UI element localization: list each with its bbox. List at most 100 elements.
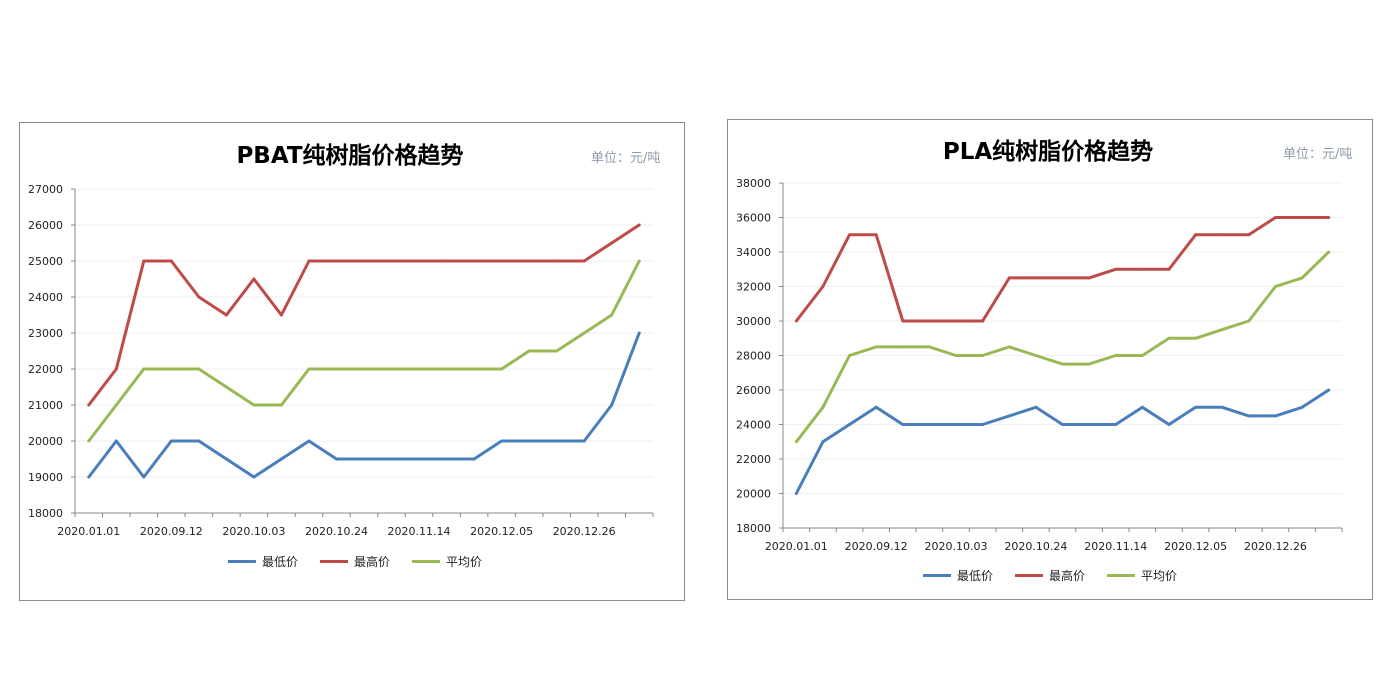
y-tick-label: 25000 (28, 255, 63, 268)
data-point (981, 354, 985, 357)
data-point (582, 259, 586, 263)
pbat-series-最高价 (87, 223, 641, 406)
data-point (1061, 423, 1064, 426)
y-tick-label: 28000 (736, 350, 771, 363)
data-point (927, 345, 931, 349)
data-point (582, 331, 586, 335)
x-tick-label: 2020.12.05 (470, 525, 533, 538)
data-point (362, 367, 366, 371)
x-tick-label: 2020.10.24 (305, 525, 368, 538)
x-tick-label: 2020.10.03 (925, 540, 988, 553)
data-point (1167, 267, 1171, 271)
data-point (445, 259, 449, 263)
legend-label: 最高价 (353, 555, 391, 569)
data-point (1300, 405, 1304, 409)
legend-item-high: 最高价 (1014, 567, 1086, 584)
y-tick-label: 20000 (736, 488, 771, 501)
x-tick-label: 2020.01.01 (765, 540, 828, 553)
data-point (224, 385, 228, 389)
y-tick-label: 19000 (28, 471, 63, 484)
y-tick-label: 23000 (28, 327, 63, 340)
data-point (610, 403, 614, 407)
data-point (555, 259, 559, 263)
data-point (390, 367, 394, 371)
data-point (848, 233, 852, 237)
y-tick-label: 22000 (28, 363, 63, 376)
data-point (981, 319, 985, 323)
data-point (1061, 362, 1064, 366)
y-tick-label: 26000 (28, 219, 63, 232)
data-point (821, 405, 825, 409)
data-point (1007, 345, 1011, 349)
data-point (224, 457, 228, 461)
data-point (279, 403, 283, 407)
data-point (1087, 362, 1091, 366)
data-point (610, 241, 614, 245)
data-point (848, 423, 852, 426)
legend-item-low: 最低价 (227, 553, 298, 570)
data-point (279, 457, 283, 461)
data-point (527, 259, 531, 263)
y-tick-label: 30000 (736, 315, 771, 328)
data-point (445, 457, 449, 461)
data-point (500, 439, 504, 443)
data-point (142, 367, 146, 371)
data-point (472, 259, 476, 263)
legend-label: 最高价 (1048, 569, 1086, 583)
data-point (901, 345, 905, 349)
data-point (582, 439, 586, 443)
data-point (874, 405, 878, 409)
data-point (1273, 216, 1277, 219)
data-point (821, 285, 825, 288)
y-tick-label: 38000 (736, 177, 771, 190)
data-point (114, 367, 118, 371)
legend-swatch (1107, 574, 1136, 577)
data-point (114, 403, 118, 407)
data-point (197, 367, 201, 371)
y-tick-label: 22000 (736, 453, 771, 466)
data-point (527, 349, 531, 353)
pbat-chart-title: PBAT纯树脂价格趋势 (236, 143, 464, 169)
data-point (1327, 250, 1331, 254)
y-tick-label: 24000 (736, 419, 771, 432)
legend-item-low: 最低价 (922, 567, 993, 584)
legend-label: 最低价 (956, 569, 993, 583)
legend-swatch (1014, 574, 1043, 577)
legend-swatch (319, 560, 348, 563)
data-point (981, 423, 985, 426)
data-point (197, 439, 201, 443)
legend-item-high: 最高价 (319, 553, 391, 570)
data-point (1114, 354, 1118, 357)
x-tick-label: 2020.10.03 (222, 525, 285, 538)
x-tick-label: 2020.09.12 (845, 540, 908, 553)
data-point (1247, 414, 1251, 418)
data-point (334, 367, 338, 371)
data-point (334, 457, 338, 461)
data-point (390, 259, 394, 263)
data-point (794, 440, 798, 444)
x-tick-label: 2020.11.14 (1084, 540, 1147, 553)
x-tick-label: 2020.12.26 (1244, 540, 1307, 553)
pla-unit-label: 单位：元/吨 (1283, 147, 1353, 162)
data-point (1194, 233, 1198, 237)
pla-series-最高价 (795, 216, 1329, 323)
y-tick-label: 20000 (28, 435, 63, 448)
data-point (224, 313, 228, 317)
data-point (1220, 233, 1224, 237)
data-point (472, 367, 476, 371)
data-point (1300, 276, 1304, 280)
data-point (307, 439, 311, 443)
data-point (1327, 216, 1331, 219)
data-point (1327, 388, 1331, 392)
data-point (821, 440, 825, 444)
data-point (334, 259, 338, 263)
y-tick-label: 32000 (736, 281, 771, 294)
data-point (500, 367, 504, 371)
data-point (527, 439, 531, 443)
pla-legend: 最低价 最高价 平均价 (922, 567, 1177, 584)
data-point (1247, 233, 1251, 237)
data-point (1087, 276, 1091, 280)
pla-series-最低价 (794, 388, 1330, 495)
data-point (417, 457, 421, 461)
data-point (1220, 328, 1224, 332)
